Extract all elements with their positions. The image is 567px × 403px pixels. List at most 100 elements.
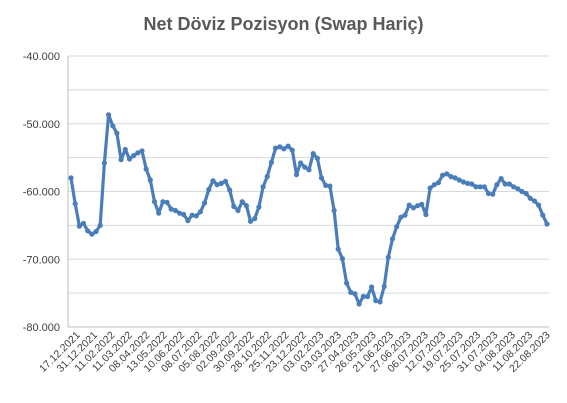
data-point bbox=[318, 175, 325, 181]
data-point bbox=[485, 190, 492, 197]
data-point bbox=[360, 293, 366, 300]
data-point bbox=[247, 218, 254, 224]
data-point bbox=[314, 155, 320, 161]
data-point bbox=[293, 172, 300, 178]
data-point bbox=[298, 160, 304, 166]
data-point bbox=[465, 180, 471, 186]
data-point bbox=[415, 203, 421, 209]
data-point bbox=[448, 174, 454, 180]
data-point bbox=[352, 291, 358, 297]
series-line bbox=[69, 113, 549, 306]
data-point bbox=[93, 228, 99, 235]
data-point bbox=[494, 182, 500, 188]
data-point bbox=[106, 112, 112, 118]
data-point bbox=[172, 207, 178, 214]
data-point bbox=[151, 199, 158, 205]
data-point bbox=[222, 178, 229, 184]
data-point bbox=[469, 181, 475, 187]
data-point bbox=[523, 190, 529, 197]
data-point bbox=[110, 123, 116, 129]
data-point bbox=[306, 167, 312, 173]
data-point bbox=[218, 180, 224, 186]
data-point bbox=[189, 212, 195, 218]
y-tick-label: -50.000 bbox=[23, 119, 60, 131]
data-point bbox=[256, 204, 262, 210]
data-point bbox=[490, 191, 496, 197]
data-point bbox=[344, 280, 350, 286]
data-point bbox=[97, 222, 103, 228]
y-tick-label: -60.000 bbox=[23, 187, 60, 199]
data-point bbox=[302, 164, 308, 170]
data-point bbox=[89, 231, 95, 237]
data-point bbox=[206, 186, 212, 193]
data-point bbox=[506, 181, 512, 187]
data-point bbox=[68, 175, 74, 181]
data-point bbox=[177, 210, 183, 216]
data-point bbox=[452, 175, 458, 181]
data-point bbox=[273, 145, 279, 151]
data-point bbox=[264, 174, 270, 180]
data-point bbox=[147, 177, 153, 183]
data-point bbox=[427, 185, 433, 191]
data-point bbox=[76, 223, 82, 229]
data-point bbox=[515, 186, 521, 192]
data-point bbox=[214, 182, 220, 188]
data-point bbox=[356, 301, 362, 307]
data-point bbox=[460, 179, 467, 185]
data-point bbox=[235, 207, 241, 214]
data-point bbox=[197, 209, 203, 215]
data-point bbox=[536, 202, 542, 208]
y-tick-label: -80.000 bbox=[23, 322, 60, 334]
data-point bbox=[122, 146, 128, 153]
data-point bbox=[139, 148, 145, 154]
data-point bbox=[444, 171, 450, 177]
data-point bbox=[126, 156, 133, 162]
data-point bbox=[243, 203, 249, 209]
data-point bbox=[268, 159, 274, 165]
data-point bbox=[277, 144, 283, 150]
data-point bbox=[72, 201, 78, 207]
data-point bbox=[502, 181, 508, 187]
data-point bbox=[310, 151, 316, 157]
data-point bbox=[435, 180, 441, 186]
data-point bbox=[544, 221, 550, 227]
data-point bbox=[252, 216, 258, 222]
data-point bbox=[419, 201, 425, 207]
data-point bbox=[227, 187, 233, 193]
data-point bbox=[477, 184, 483, 190]
data-point bbox=[131, 153, 137, 159]
data-point bbox=[473, 184, 479, 190]
data-point bbox=[431, 182, 437, 188]
data-point bbox=[260, 184, 266, 190]
data-point bbox=[160, 199, 166, 205]
data-point bbox=[348, 289, 354, 295]
data-point bbox=[389, 236, 396, 242]
data-point bbox=[381, 283, 387, 289]
data-point bbox=[481, 184, 487, 190]
data-point bbox=[285, 143, 291, 149]
data-point bbox=[118, 157, 124, 163]
data-point bbox=[369, 284, 375, 290]
data-point bbox=[440, 172, 446, 178]
data-point bbox=[143, 166, 149, 172]
data-point bbox=[531, 198, 538, 204]
data-point bbox=[510, 184, 517, 190]
data-point bbox=[385, 254, 391, 260]
data-point bbox=[202, 200, 208, 206]
data-point bbox=[423, 211, 429, 218]
data-point bbox=[498, 176, 504, 182]
data-point bbox=[377, 299, 383, 305]
data-point bbox=[80, 220, 87, 226]
data-point bbox=[339, 256, 345, 262]
data-point bbox=[135, 150, 141, 156]
data-point bbox=[323, 182, 329, 188]
data-point bbox=[181, 211, 187, 218]
data-point bbox=[410, 205, 416, 211]
data-point bbox=[239, 199, 245, 205]
data-point bbox=[402, 212, 408, 218]
chart-title: Net Döviz Pozisyon (Swap Hariç) bbox=[143, 14, 424, 34]
data-point bbox=[231, 203, 237, 209]
data-point bbox=[185, 218, 191, 224]
